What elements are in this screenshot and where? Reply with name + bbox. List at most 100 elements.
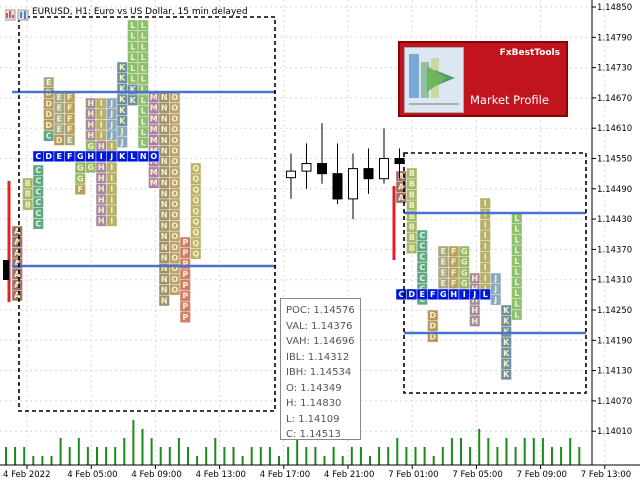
price-label: 1.14430	[597, 215, 632, 225]
price-axis-labels: 1.14850 1.14790 1.14730 1.14670 1.14610 1.145…	[592, 3, 632, 437]
tpo-letter: C	[35, 209, 41, 218]
tpo-letter: I	[484, 231, 487, 240]
tpo-letter: B	[25, 190, 31, 199]
tpo-letter: L	[141, 32, 146, 41]
poc-letter: I	[463, 290, 466, 299]
tpo-letter: I	[100, 131, 103, 140]
poc-cell	[479, 288, 491, 300]
tpo-letter: H	[98, 195, 105, 204]
tpo-letter: O	[171, 157, 178, 166]
tpo-letter: K	[130, 85, 137, 94]
tpo-letter: N	[161, 168, 168, 177]
tpo-letter: F	[78, 185, 83, 194]
tpo-letter: L	[514, 214, 519, 223]
tpo-letter: O	[171, 243, 178, 252]
tpo-letter: L	[130, 64, 135, 73]
poc-letter: H	[450, 290, 457, 299]
tpo-letter: G	[461, 247, 468, 256]
tpo-letter: I	[484, 220, 487, 229]
tpo-letter: N	[161, 157, 168, 166]
time-label: 4 Feb 21:00	[324, 470, 374, 480]
tpo-letter: A	[14, 270, 21, 279]
tpo-letter: A	[14, 291, 21, 300]
tpo-letter: J	[109, 120, 113, 129]
tpo-letter: M	[150, 114, 158, 123]
tpo-letter: H	[98, 142, 105, 151]
tpo-letter: J	[493, 295, 497, 304]
tpo-letter: I	[110, 163, 113, 172]
tpo-letter: O	[171, 93, 178, 102]
poc-letter: C	[35, 152, 41, 161]
time-label: 4 Feb 2022	[3, 470, 51, 480]
time-label: 4 Feb 05:00	[67, 470, 117, 480]
tpo-letter: A	[398, 172, 405, 181]
candle-body	[363, 168, 374, 180]
tpo-letter: M	[150, 179, 158, 188]
tpo-cell	[190, 248, 202, 260]
tpo-letter: D	[429, 311, 436, 320]
chart-window-icons[interactable]	[4, 6, 31, 25]
price-label: 1.14670	[597, 94, 632, 104]
tpo-letter: A	[398, 183, 405, 192]
tpo-letter: N	[161, 200, 168, 209]
tpo-letter: O	[171, 104, 178, 113]
tpo-letter: G	[77, 164, 84, 173]
tpo-letter: H	[87, 99, 94, 108]
tpo-letter: D	[45, 121, 52, 130]
timeframe-icon[interactable]	[17, 9, 29, 21]
tpo-letter: K	[119, 63, 126, 72]
tpo-letter: P	[182, 249, 188, 258]
tpo-letter: N	[161, 232, 168, 241]
tpo-letter: C	[35, 220, 41, 229]
tpo-letter: E	[441, 258, 446, 267]
tpo-letter: I	[110, 206, 113, 215]
tpo-letter: J	[109, 131, 113, 140]
profile-box-1	[18, 16, 276, 412]
tpo-letter: A	[14, 281, 21, 290]
tpo-letter: O	[171, 189, 178, 198]
stat-ibh: IBH: 1.14534	[286, 367, 352, 378]
tpo-letter: C	[35, 166, 41, 175]
tpo-letter: D	[45, 110, 52, 119]
tpo-letter: O	[171, 114, 178, 123]
tpo-letter: K	[119, 74, 126, 83]
poc-letter: E	[420, 290, 425, 299]
tpo-letter: I	[100, 120, 103, 129]
tpo-letter: F	[67, 104, 72, 113]
tpo-letter: H	[98, 206, 105, 215]
tpo-letter: K	[503, 317, 510, 326]
tpo-letter: G	[461, 258, 468, 267]
tpo-letter: B	[409, 233, 415, 242]
tpo-letter: D	[45, 99, 52, 108]
tpo-cell	[11, 290, 23, 302]
tpo-letter: P	[182, 292, 188, 301]
price-label: 1.14370	[597, 245, 632, 255]
tpo-letter: B	[409, 212, 415, 221]
tpo-letter: J	[120, 138, 124, 147]
tpo-letter: L	[130, 42, 135, 51]
tpo-letter: L	[141, 96, 146, 105]
tpo-letter: J	[109, 110, 113, 119]
tpo-letter: O	[171, 286, 178, 295]
stat-poc: POC: 1.14576	[286, 305, 355, 316]
tpo-letter: E	[441, 268, 446, 277]
tpo-letter: O	[171, 125, 178, 134]
tpo-letter: C	[35, 187, 41, 196]
poc-letter: J	[109, 152, 113, 161]
poc-letter: F	[67, 152, 72, 161]
tpo-letter: F	[451, 258, 456, 267]
time-label: 7 Feb 09:00	[517, 470, 567, 480]
tpo-letter: I	[100, 110, 103, 119]
tpo-letter: L	[514, 257, 519, 266]
tpo-letter: N	[161, 211, 168, 220]
candle-body	[286, 170, 296, 179]
tpo-letter: O	[171, 136, 178, 145]
tpo-letter: P	[182, 238, 188, 247]
tpo-letter: M	[150, 136, 158, 145]
tpo-letter: E	[46, 78, 51, 87]
price-label: 1.14550	[597, 155, 632, 165]
tpo-letter: J	[120, 127, 124, 136]
tpo-cell	[116, 136, 128, 148]
profile-lines	[3, 16, 587, 412]
